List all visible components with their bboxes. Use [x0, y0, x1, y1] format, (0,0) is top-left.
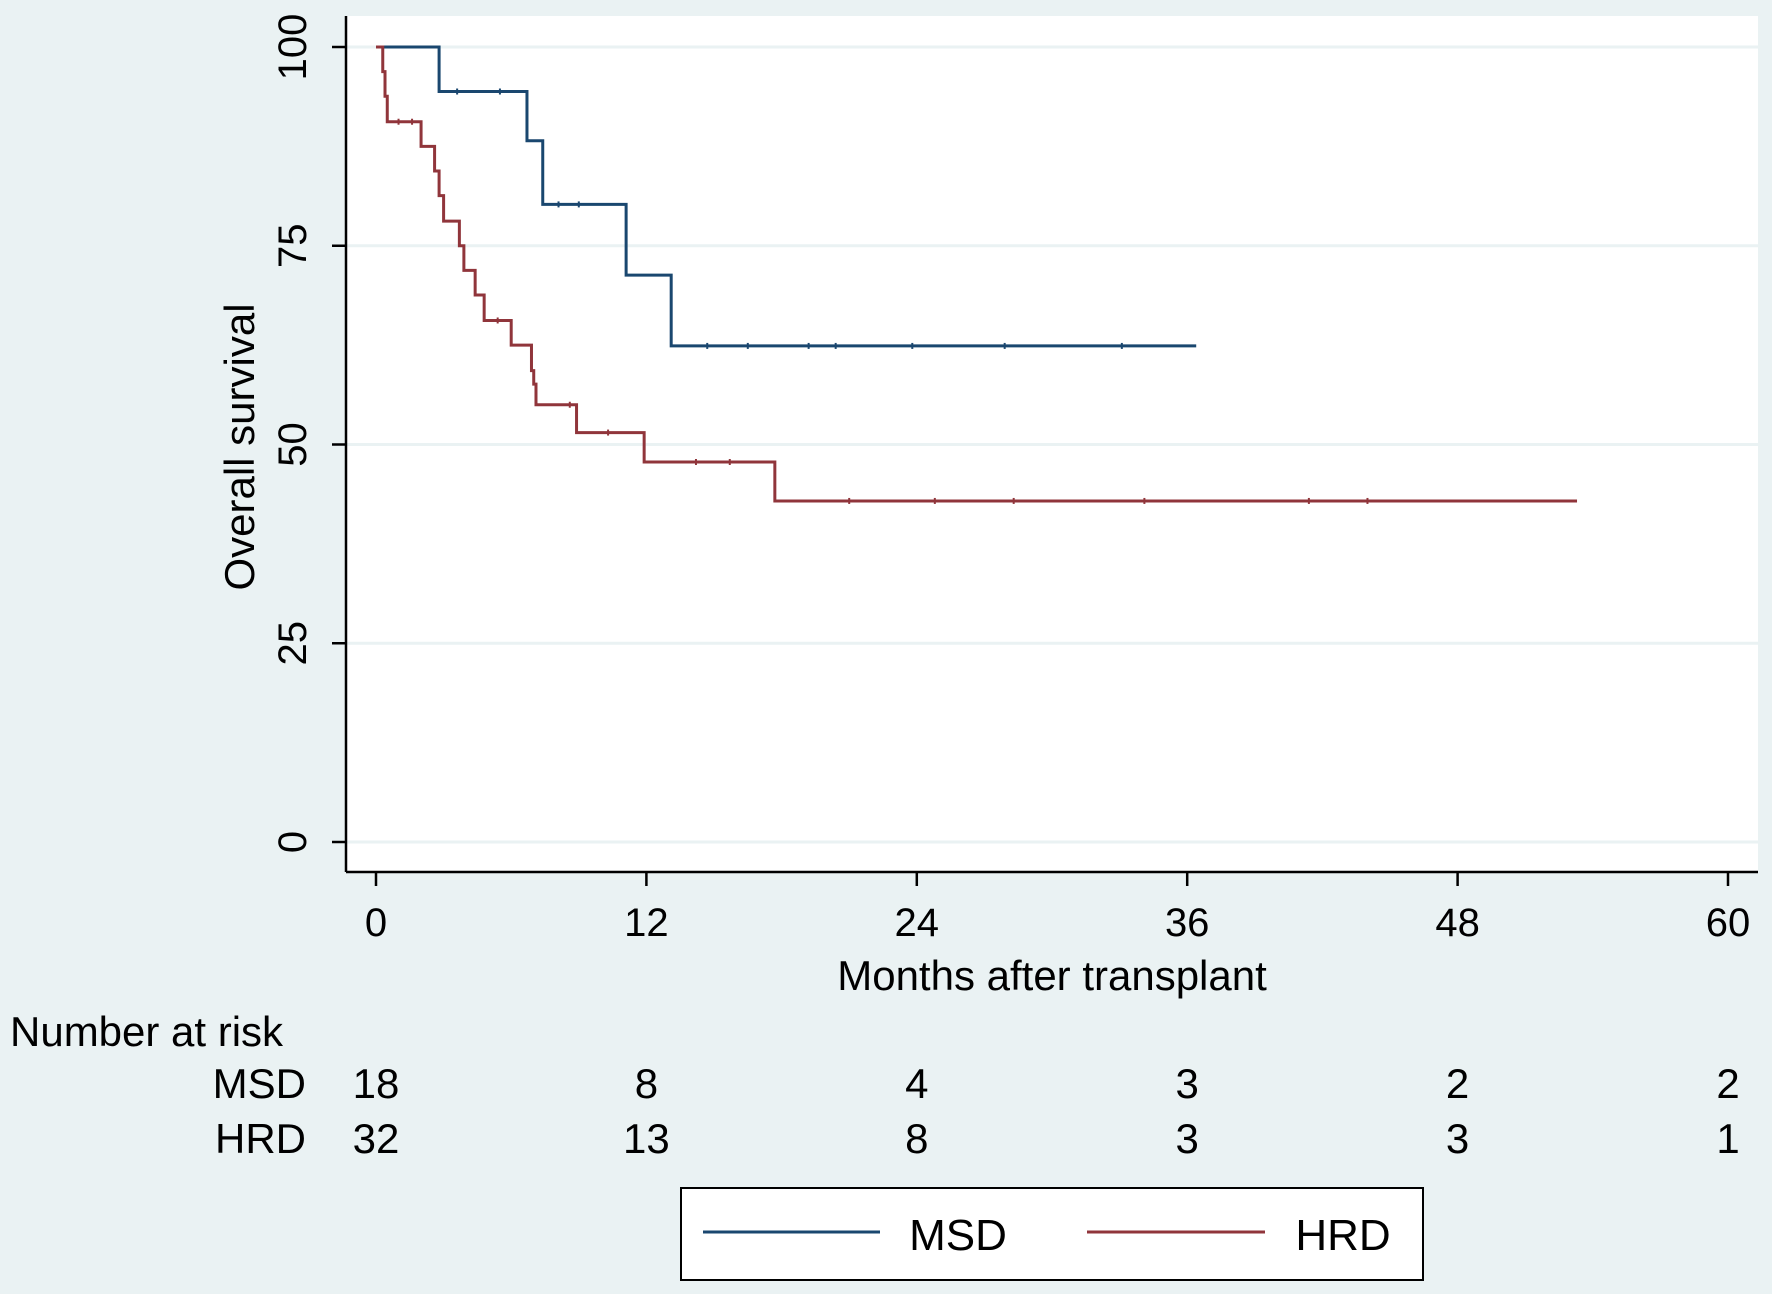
risk-count: 32	[353, 1115, 400, 1162]
grid-lines	[346, 45, 1758, 844]
risk-count: 4	[905, 1060, 928, 1107]
risk-count: 13	[623, 1115, 670, 1162]
risk-count: 8	[905, 1115, 928, 1162]
legend-box	[680, 1187, 1424, 1281]
risk-count: 18	[353, 1060, 400, 1107]
risk-count: 3	[1176, 1060, 1199, 1107]
y-tick-label: 75	[271, 224, 315, 269]
y-axis-title: Overall survival	[216, 303, 263, 590]
x-tick-label: 60	[1706, 901, 1751, 945]
series-line-hrd	[376, 45, 1578, 503]
axes: 0 25 50 75 100 0 12 24 36 48 60	[271, 14, 1758, 945]
x-tick-label: 12	[624, 901, 669, 945]
y-tick-label: 25	[271, 621, 315, 666]
y-tick-label: 0	[271, 831, 315, 853]
legend-label-hrd: HRD	[1295, 1211, 1390, 1260]
y-tick-label: 100	[271, 14, 315, 81]
risk-count: 2	[1446, 1060, 1469, 1107]
risk-count: 3	[1446, 1115, 1469, 1162]
survival-curves	[376, 45, 1578, 504]
x-tick-label: 48	[1435, 901, 1480, 945]
legend: MSD HRD	[680, 1187, 1424, 1281]
x-tick-label: 0	[365, 901, 387, 945]
risk-count: 1	[1716, 1115, 1739, 1162]
series-line-msd	[376, 45, 1197, 348]
y-tick-label: 50	[271, 422, 315, 467]
risk-count: 3	[1176, 1115, 1199, 1162]
x-tick-label: 36	[1165, 901, 1210, 945]
x-tick-label: 24	[895, 901, 940, 945]
risk-row-label-msd: MSD	[213, 1060, 306, 1107]
x-axis-title: Months after transplant	[837, 952, 1267, 999]
legend-label-msd: MSD	[909, 1211, 1007, 1260]
risk-row-label-hrd: HRD	[215, 1115, 306, 1162]
risk-table-title: Number at risk	[10, 1008, 284, 1055]
risk-count: 2	[1716, 1060, 1739, 1107]
risk-count: 8	[635, 1060, 658, 1107]
